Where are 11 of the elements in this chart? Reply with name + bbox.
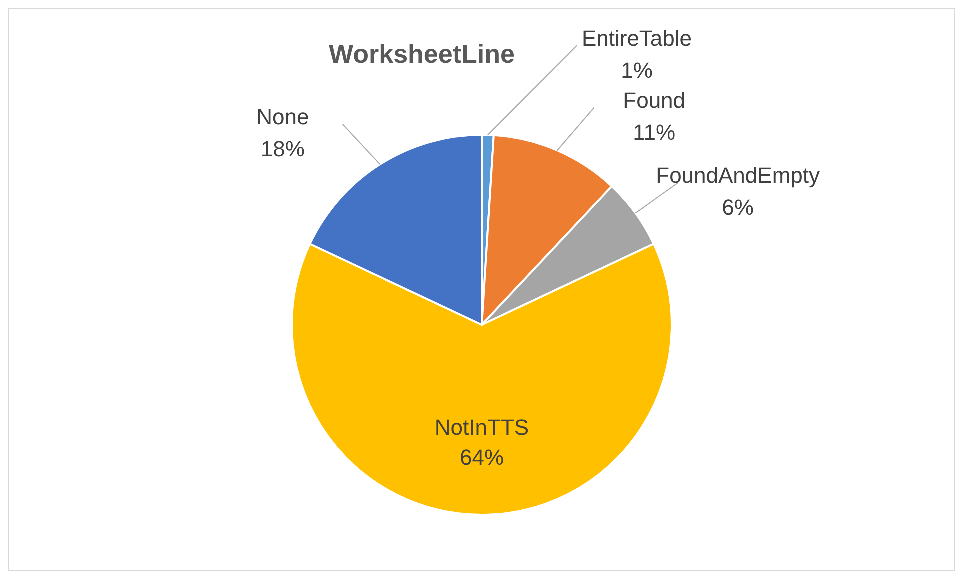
data-label: 11% [633,120,676,145]
slice-label: None [256,104,310,130]
data-label: 64% [460,445,504,470]
data-label: 18% [260,136,305,162]
slice-label: FoundAndEmpty [656,162,820,188]
data-label: 1% [621,58,653,83]
chart-title: WorksheetLine [329,39,515,69]
slice-label: NotInTTS [434,415,530,440]
slice-label: Found [623,88,686,113]
data-label: 6% [722,194,754,220]
slice-label: EntireTable [582,26,692,51]
